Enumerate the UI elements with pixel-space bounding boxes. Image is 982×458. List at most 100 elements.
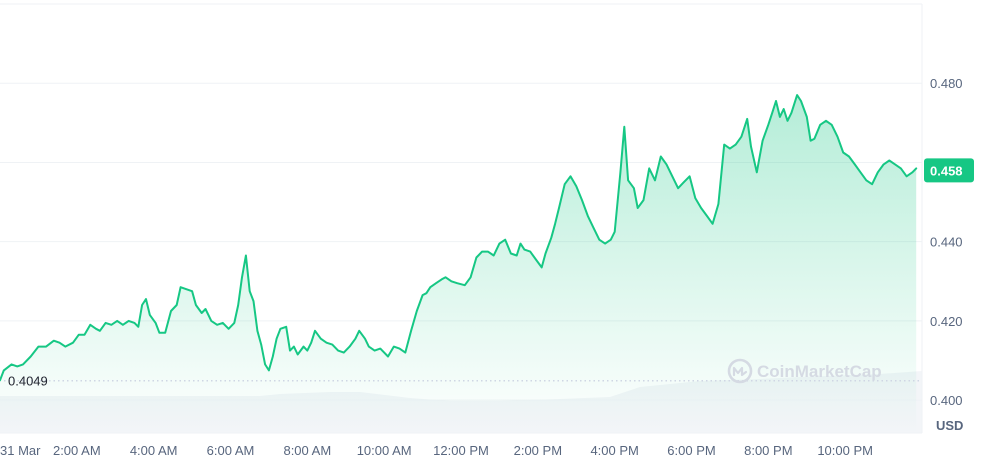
price-point <box>285 326 287 328</box>
price-point <box>429 286 431 288</box>
price-point <box>637 207 639 209</box>
price-point <box>842 151 844 154</box>
price-point <box>810 140 812 142</box>
price-point <box>320 338 322 340</box>
price-point <box>58 342 61 344</box>
price-line <box>0 94 918 382</box>
price-point <box>642 199 645 201</box>
price-point <box>575 185 577 187</box>
current-price-tag-bg <box>924 158 974 183</box>
price-point <box>564 183 566 185</box>
price-point <box>767 124 769 126</box>
x-tick-label: 4:00 AM <box>130 443 178 458</box>
price-point <box>671 175 673 177</box>
price-point <box>393 346 395 348</box>
price-point <box>72 342 74 344</box>
price-point <box>191 290 193 292</box>
price-point <box>746 118 748 120</box>
price-point <box>268 369 270 371</box>
price-point <box>0 379 1 381</box>
price-point <box>354 338 356 340</box>
price-point <box>241 276 243 278</box>
price-point <box>854 163 856 165</box>
price-point <box>445 276 447 278</box>
price-point <box>155 322 157 324</box>
price-point <box>314 330 316 332</box>
price-point <box>133 322 136 324</box>
price-point <box>627 179 629 181</box>
price-point <box>176 304 178 306</box>
price-point <box>398 348 401 350</box>
price-point <box>729 148 731 150</box>
price-point <box>404 352 406 354</box>
price-point <box>883 163 885 165</box>
price-point <box>694 197 696 199</box>
y-tick-label: 0.400 <box>930 393 963 408</box>
price-point <box>228 328 230 330</box>
price-point <box>78 334 80 336</box>
x-tick-label: 8:00 AM <box>283 443 331 458</box>
price-point <box>762 140 764 142</box>
price-point <box>216 324 218 326</box>
price-point <box>523 249 526 251</box>
price-point <box>790 112 793 114</box>
price-point <box>735 144 737 146</box>
price-point <box>535 258 537 261</box>
price-point <box>379 348 381 350</box>
price-point <box>475 256 477 259</box>
price-point <box>249 290 251 292</box>
price-point <box>256 330 258 332</box>
price-point <box>105 322 107 324</box>
price-point <box>289 350 291 352</box>
price-point <box>374 350 376 352</box>
price-point <box>706 215 708 217</box>
price-point <box>233 322 235 324</box>
price-point <box>683 181 685 183</box>
x-tick-label: 31 Mar <box>0 443 41 458</box>
current-price-tag: 0.458 <box>924 158 974 183</box>
price-point <box>877 171 879 173</box>
price-point <box>10 363 13 365</box>
price-point <box>654 179 656 181</box>
price-point <box>529 251 531 253</box>
price-point <box>16 365 18 367</box>
price-point <box>915 167 917 169</box>
price-point <box>252 300 255 302</box>
price-point <box>487 251 489 253</box>
price-point <box>30 355 32 358</box>
price-point <box>279 328 281 330</box>
price-point <box>660 155 662 158</box>
y-tick-label: 0.420 <box>930 314 963 329</box>
watermark: CoinMarketCap <box>727 358 882 384</box>
price-point <box>306 350 308 352</box>
price-point <box>775 100 777 102</box>
price-point <box>665 163 668 165</box>
price-point <box>740 136 743 138</box>
currency-unit-label: USD <box>936 418 963 433</box>
start-price-label: 0.4049 <box>8 374 48 389</box>
x-tick-label: 6:00 PM <box>667 443 715 458</box>
price-point <box>170 310 172 312</box>
price-point <box>110 324 112 326</box>
price-point <box>888 159 890 162</box>
price-point <box>633 187 635 189</box>
price-point <box>83 334 86 336</box>
price-point <box>800 100 802 102</box>
price-point <box>349 346 351 348</box>
price-point <box>164 332 166 334</box>
price-point <box>441 278 443 280</box>
price-point <box>756 171 758 173</box>
price-point <box>786 120 789 122</box>
price-point <box>569 175 572 177</box>
price-point <box>310 342 312 344</box>
price-point <box>700 207 702 209</box>
price-point <box>450 280 452 282</box>
price-point <box>871 183 873 185</box>
x-tick-label: 4:00 PM <box>590 443 638 458</box>
price-point <box>623 126 625 128</box>
x-axis-ticks: 31 Mar 2:00 AM 4:00 AM 6:00 AM 8:00 AM 10:00 … <box>0 443 873 458</box>
price-point <box>158 332 160 334</box>
price-point <box>470 276 472 278</box>
x-tick-label: 6:00 AM <box>207 443 255 458</box>
